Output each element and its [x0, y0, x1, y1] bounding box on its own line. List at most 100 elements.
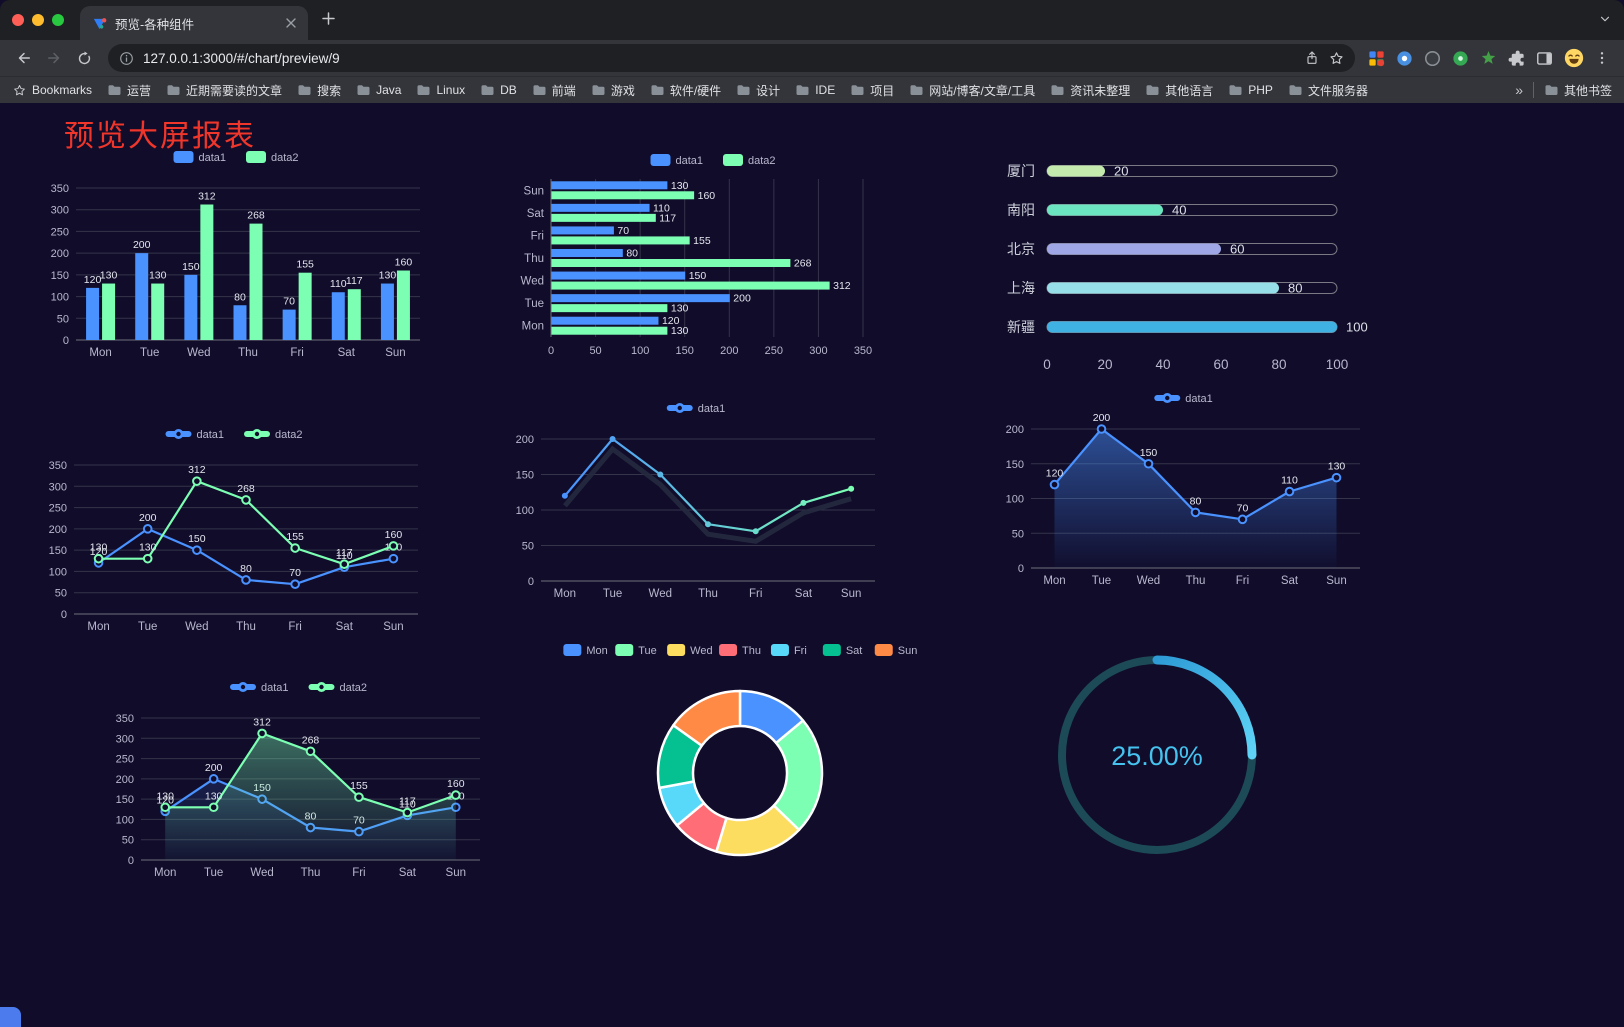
svg-text:150: 150	[689, 270, 707, 282]
bookmark-folder-item[interactable]: 前端	[532, 82, 576, 99]
area-chart-single[interactable]: data1 0 50 100 150 200 Mon Tue Wed Thu Fri Sat Sun 12…	[985, 389, 1370, 601]
bookmark-folder-item[interactable]: Linux	[416, 83, 465, 98]
bookmark-folder-item[interactable]: 运营	[107, 82, 151, 99]
donut-pie-chart[interactable]: Mon Tue Wed Thu Fri Sat Sun	[545, 641, 935, 871]
bookmark-label: 项目	[870, 83, 895, 98]
bar-chart-vertical[interactable]: data1 data2 0 50 100 150 200 250 300 350 Mon Tue Wed…	[28, 148, 428, 373]
window-zoom-button[interactable]	[52, 14, 64, 26]
line-area-chart-two[interactable]: data1 data2 0 50 100 150 200 250 300 350 Mon Tue Wed…	[95, 678, 490, 893]
svg-text:130: 130	[139, 542, 157, 554]
browser-tab[interactable]: 预览-各种组件	[80, 6, 308, 40]
extension-dark-circle-icon[interactable]	[1423, 49, 1442, 68]
window-minimize-button[interactable]	[32, 14, 44, 26]
svg-text:160: 160	[698, 190, 716, 202]
svg-text:Tue: Tue	[525, 298, 544, 310]
line-chart-gradient[interactable]: data1 0 50 100 150 200 Mon Tue Wed Thu Fri Sat Sun	[495, 399, 885, 614]
extension-green-star-icon[interactable]	[1479, 49, 1498, 68]
address-bar[interactable]: 127.0.0.1:3000/#/chart/preview/9	[108, 44, 1355, 72]
svg-text:Thu: Thu	[742, 645, 761, 657]
line-chart-two-series[interactable]: data1 data2 0 50 100 150 200 250 300 350 Mon Tue Wed…	[28, 425, 428, 647]
svg-text:南阳: 南阳	[1007, 202, 1035, 218]
svg-text:150: 150	[516, 470, 534, 482]
extension-blue-icon[interactable]	[1395, 49, 1414, 68]
svg-text:130: 130	[379, 270, 397, 282]
bookmark-item-bookmarks[interactable]: Bookmarks	[12, 83, 92, 98]
svg-text:117: 117	[399, 796, 416, 808]
svg-text:200: 200	[51, 248, 69, 260]
bookmark-folder-item[interactable]: 游戏	[591, 82, 635, 99]
folder-icon	[417, 84, 430, 95]
bookmark-folder-item[interactable]: 项目	[850, 82, 894, 99]
profile-avatar[interactable]	[1563, 47, 1585, 69]
svg-text:200: 200	[1006, 424, 1024, 436]
bookmark-star-icon[interactable]	[1328, 50, 1345, 67]
gauge-percent-chart[interactable]: 25.00%	[1040, 648, 1275, 863]
reload-button[interactable]	[70, 44, 98, 72]
bookmark-folder-item[interactable]: IDE	[795, 83, 835, 98]
tab-close-icon[interactable]	[282, 14, 300, 32]
svg-text:50: 50	[122, 835, 134, 847]
svg-text:Fri: Fri	[288, 621, 301, 633]
bookmark-folder-item[interactable]: DB	[480, 83, 517, 98]
svg-text:data2: data2	[275, 429, 303, 441]
bookmark-folder-item[interactable]: 网站/博客/文章/工具	[909, 82, 1035, 99]
svg-text:155: 155	[286, 531, 304, 543]
svg-text:Mon: Mon	[1043, 575, 1065, 587]
bookmark-folder-item[interactable]: 其他语言	[1145, 82, 1213, 99]
back-button[interactable]	[10, 44, 38, 72]
svg-text:160: 160	[395, 257, 413, 269]
svg-text:Tue: Tue	[1092, 575, 1111, 587]
extensions-puzzle-icon[interactable]	[1507, 49, 1526, 68]
svg-text:Sun: Sun	[1326, 575, 1346, 587]
svg-text:Tue: Tue	[138, 621, 157, 633]
svg-text:130: 130	[90, 542, 108, 554]
bookmark-folder-item[interactable]: PHP	[1228, 83, 1273, 98]
svg-text:60: 60	[1230, 242, 1244, 257]
other-bookmarks-button[interactable]: 其他书签	[1544, 82, 1612, 99]
bookmark-folder-item[interactable]: 软件/硬件	[650, 82, 721, 99]
bookmark-folder-item[interactable]: 资讯未整理	[1050, 82, 1130, 99]
svg-text:70: 70	[289, 567, 301, 579]
folder-icon	[737, 84, 750, 95]
svg-text:Tue: Tue	[603, 588, 622, 600]
folder-icon	[108, 84, 121, 95]
bookmark-folder-item[interactable]: 设计	[736, 82, 780, 99]
browser-menu-kebab-icon[interactable]	[1594, 50, 1610, 66]
svg-text:Thu: Thu	[698, 588, 718, 600]
side-panel-icon[interactable]	[1535, 49, 1554, 68]
bar-chart-horizontal[interactable]: data1 data2 0 50 100 150 200 250 300 350 Mon Tue Wed…	[505, 151, 895, 371]
bookmarks-overflow-chevron[interactable]: »	[1515, 82, 1523, 98]
bookmark-folder-item[interactable]: Java	[356, 83, 401, 98]
bookmark-folder-item[interactable]: 文件服务器	[1288, 82, 1368, 99]
svg-text:130: 130	[671, 180, 689, 192]
svg-text:40: 40	[1155, 357, 1170, 372]
progress-bar-chart[interactable]: 厦门 20 南阳 40 北京 60 上海 80 新疆 100 0 20 40 60 80 100	[985, 155, 1380, 390]
new-tab-button[interactable]	[314, 5, 342, 33]
bookmark-folder-item[interactable]: 近期需要读的文章	[166, 82, 282, 99]
window-close-button[interactable]	[12, 14, 24, 26]
bookmarks-divider	[1532, 82, 1534, 98]
svg-text:Tue: Tue	[140, 347, 159, 359]
site-info-icon[interactable]	[118, 50, 135, 67]
extension-colorful-grid-icon[interactable]	[1367, 49, 1386, 68]
svg-text:300: 300	[116, 733, 134, 745]
share-icon[interactable]	[1304, 50, 1320, 66]
svg-text:data2: data2	[271, 152, 299, 164]
svg-text:150: 150	[1006, 459, 1024, 471]
svg-text:Thu: Thu	[524, 253, 544, 265]
svg-text:130: 130	[1328, 461, 1346, 473]
svg-text:150: 150	[182, 261, 200, 273]
tab-search-chevron-icon[interactable]	[1598, 12, 1612, 31]
forward-button[interactable]	[40, 44, 68, 72]
bookmark-label: 运营	[127, 83, 152, 98]
svg-text:250: 250	[49, 503, 67, 515]
extension-green-circle-icon[interactable]	[1451, 49, 1470, 68]
svg-text:110: 110	[399, 798, 416, 810]
svg-text:50: 50	[55, 588, 67, 600]
svg-text:Mon: Mon	[87, 621, 109, 633]
bookmark-folder-item[interactable]: 搜索	[297, 82, 341, 99]
bookmark-label: Bookmarks	[32, 83, 93, 97]
svg-text:200: 200	[516, 434, 534, 446]
svg-text:130: 130	[671, 325, 689, 337]
